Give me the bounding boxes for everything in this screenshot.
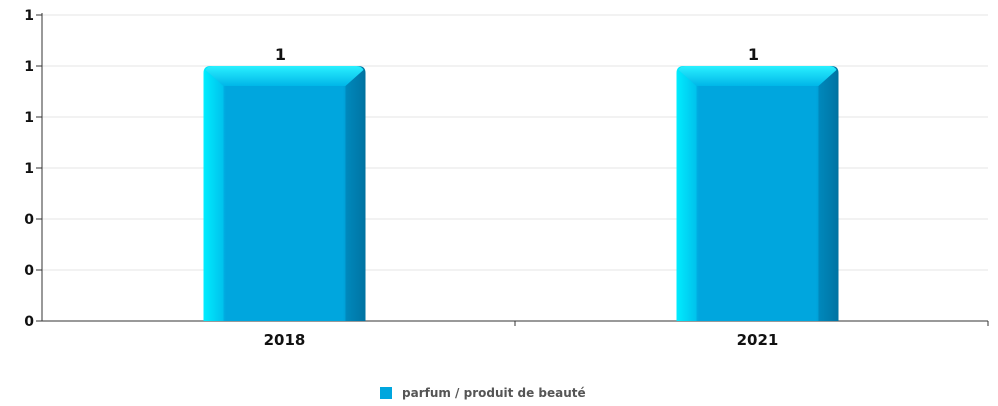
bar-side-shade [345,70,366,321]
bar-side-highlight [676,70,697,321]
legend-swatch [380,387,392,399]
y-tick-label: 1 [24,161,34,177]
bar-body [676,66,839,321]
y-tick-label: 1 [24,110,34,126]
bar-side-highlight [203,70,224,321]
legend-label: parfum / produit de beauté [402,386,586,400]
y-tick-label: 1 [24,8,34,24]
y-tick-label: 1 [24,59,34,75]
y-tick-label: 0 [24,212,34,228]
data-label-2018: 1 [275,45,286,64]
x-tick-label-2018: 2018 [264,331,306,349]
bar-side-shade [818,70,839,321]
x-axis-tick-labels: 2018 2021 [264,331,779,349]
bar-top-bevel [205,66,364,86]
bar-top-bevel [678,66,837,86]
bar-2021 [676,66,839,321]
axes [36,13,989,326]
gridlines [42,14,988,271]
y-tick-label: 0 [24,263,34,279]
legend: parfum / produit de beauté [380,386,586,400]
bars [203,66,839,321]
bar-2018 [203,66,366,321]
x-tick-label-2021: 2021 [737,331,779,349]
y-axis-tick-labels: 0 0 0 1 1 1 1 [24,8,34,330]
data-label-2021: 1 [748,45,759,64]
y-tick-label: 0 [24,314,34,330]
bar-body [203,66,366,321]
